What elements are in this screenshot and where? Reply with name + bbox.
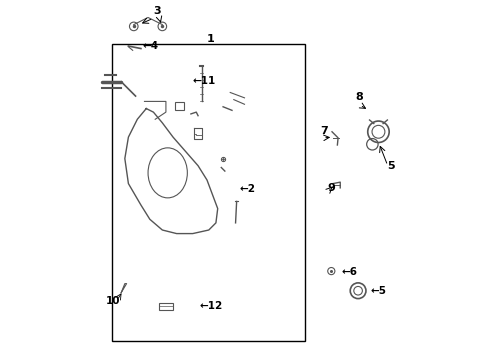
Text: ←12: ←12: [200, 301, 223, 311]
Text: ←4: ←4: [142, 41, 159, 51]
Text: 10: 10: [106, 296, 121, 306]
Text: ←11: ←11: [192, 76, 216, 86]
Text: 3: 3: [153, 6, 161, 17]
Bar: [112, 44, 305, 341]
Text: 1: 1: [206, 35, 214, 45]
Text: 5: 5: [386, 161, 394, 171]
Text: ←2: ←2: [239, 184, 255, 194]
Bar: [175, 103, 183, 111]
Text: ←5: ←5: [370, 287, 386, 296]
Text: 9: 9: [326, 184, 335, 193]
Text: 8: 8: [354, 92, 362, 102]
Text: ←6: ←6: [341, 267, 357, 277]
Text: 7: 7: [320, 126, 327, 136]
Bar: [159, 302, 173, 310]
